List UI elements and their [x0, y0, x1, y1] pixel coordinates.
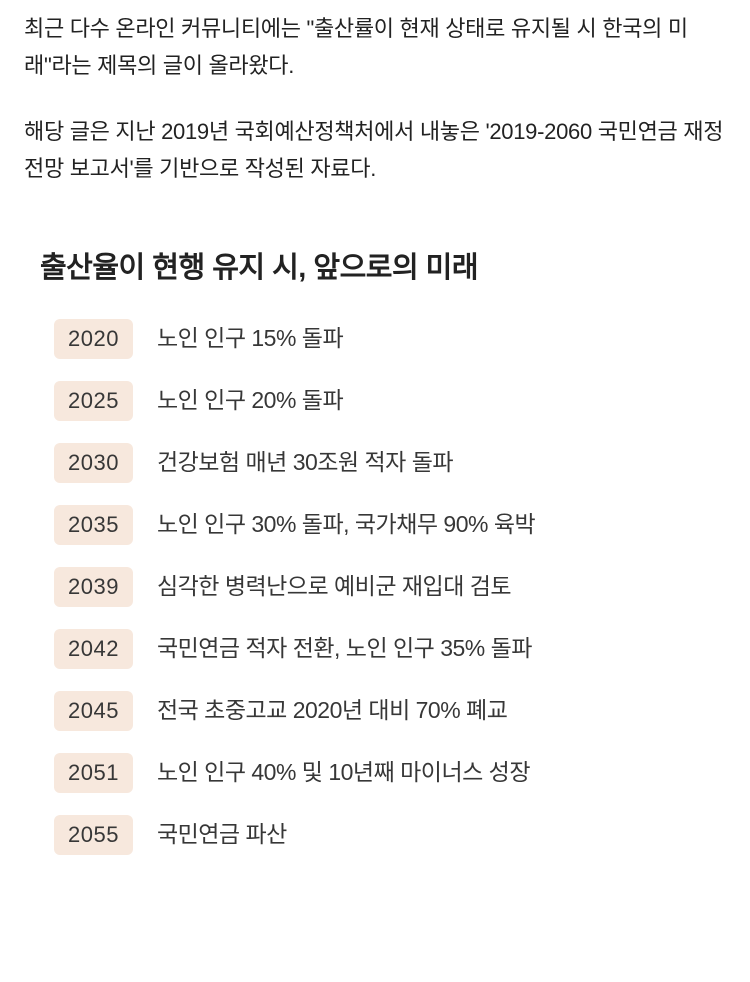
timeline-desc: 전국 초중고교 2020년 대비 70% 폐교 [157, 694, 507, 726]
year-badge: 2020 [54, 319, 133, 359]
timeline-row: 2025 노인 인구 20% 돌파 [40, 370, 710, 432]
year-badge: 2030 [54, 443, 133, 483]
year-badge: 2055 [54, 815, 133, 855]
timeline-row: 2051 노인 인구 40% 및 10년째 마이너스 성장 [40, 742, 710, 804]
timeline-desc: 건강보험 매년 30조원 적자 돌파 [157, 446, 453, 478]
timeline-list: 2020 노인 인구 15% 돌파 2025 노인 인구 20% 돌파 2030… [40, 308, 710, 866]
year-badge: 2042 [54, 629, 133, 669]
year-badge: 2051 [54, 753, 133, 793]
timeline-desc: 심각한 병력난으로 예비군 재입대 검토 [157, 570, 511, 602]
timeline-row: 2042 국민연금 적자 전환, 노인 인구 35% 돌파 [40, 618, 710, 680]
infographic-container: 출산율이 현행 유지 시, 앞으로의 미래 2020 노인 인구 15% 돌파 … [24, 216, 726, 876]
timeline-desc: 국민연금 적자 전환, 노인 인구 35% 돌파 [157, 632, 532, 664]
year-badge: 2039 [54, 567, 133, 607]
timeline-desc: 노인 인구 30% 돌파, 국가채무 90% 육박 [157, 508, 535, 540]
article-paragraph-1: 최근 다수 온라인 커뮤니티에는 "출산률이 현재 상태로 유지될 시 한국의 … [24, 10, 726, 85]
year-badge: 2035 [54, 505, 133, 545]
year-badge: 2025 [54, 381, 133, 421]
timeline-row: 2020 노인 인구 15% 돌파 [40, 308, 710, 370]
year-badge: 2045 [54, 691, 133, 731]
infographic-title: 출산율이 현행 유지 시, 앞으로의 미래 [40, 244, 710, 286]
article-body: 최근 다수 온라인 커뮤니티에는 "출산률이 현재 상태로 유지될 시 한국의 … [24, 10, 726, 188]
timeline-desc: 국민연금 파산 [157, 818, 287, 850]
timeline-desc: 노인 인구 20% 돌파 [157, 384, 343, 416]
timeline-row: 2030 건강보험 매년 30조원 적자 돌파 [40, 432, 710, 494]
timeline-row: 2039 심각한 병력난으로 예비군 재입대 검토 [40, 556, 710, 618]
timeline-desc: 노인 인구 15% 돌파 [157, 322, 343, 354]
timeline-row: 2035 노인 인구 30% 돌파, 국가채무 90% 육박 [40, 494, 710, 556]
timeline-row: 2055 국민연금 파산 [40, 804, 710, 866]
timeline-desc: 노인 인구 40% 및 10년째 마이너스 성장 [157, 756, 530, 788]
timeline-row: 2045 전국 초중고교 2020년 대비 70% 폐교 [40, 680, 710, 742]
article-paragraph-2: 해당 글은 지난 2019년 국회예산정책처에서 내놓은 '2019-2060 … [24, 113, 726, 188]
